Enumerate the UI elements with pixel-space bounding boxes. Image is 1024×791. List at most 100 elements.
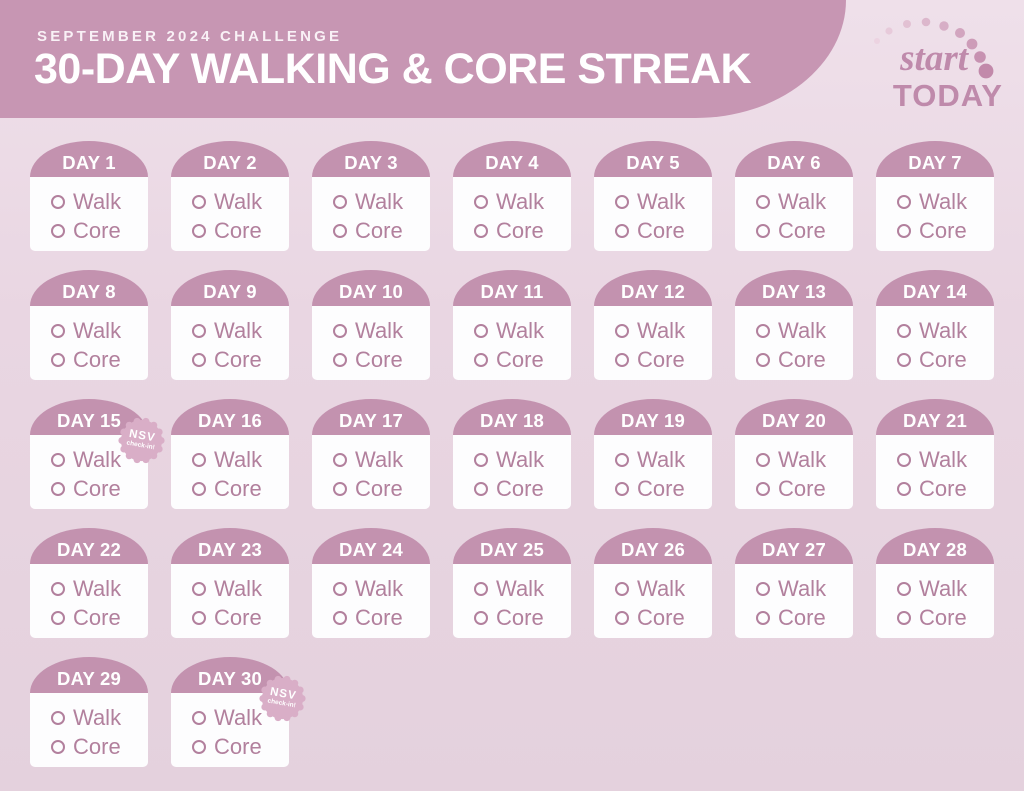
walk-checkbox-icon[interactable] — [897, 324, 911, 338]
core-checkbox-icon[interactable] — [474, 611, 488, 625]
walk-checkbox-icon[interactable] — [474, 582, 488, 596]
walk-checkbox-icon[interactable] — [615, 582, 629, 596]
core-label: Core — [73, 218, 121, 243]
walk-checkbox-icon[interactable] — [333, 582, 347, 596]
core-checkbox-icon[interactable] — [615, 611, 629, 625]
task-row-walk: Walk — [474, 576, 571, 602]
day-label: DAY 29 — [57, 667, 121, 689]
core-checkbox-icon[interactable] — [192, 224, 206, 238]
walk-checkbox-icon[interactable] — [615, 453, 629, 467]
walk-checkbox-icon[interactable] — [51, 324, 65, 338]
walk-label: Walk — [919, 189, 968, 214]
task-row-walk: Walk — [333, 318, 430, 344]
logo-dot-icon — [903, 20, 911, 28]
day-card-body: Walk Core — [453, 177, 571, 251]
walk-checkbox-icon[interactable] — [192, 195, 206, 209]
walk-checkbox-icon[interactable] — [615, 324, 629, 338]
walk-checkbox-icon[interactable] — [333, 453, 347, 467]
day-label: DAY 23 — [198, 538, 262, 560]
logo-dot-icon — [885, 27, 893, 35]
core-checkbox-icon[interactable] — [756, 611, 770, 625]
walk-checkbox-icon[interactable] — [192, 324, 206, 338]
walk-checkbox-icon[interactable] — [897, 582, 911, 596]
core-checkbox-icon[interactable] — [615, 482, 629, 496]
walk-checkbox-icon[interactable] — [51, 195, 65, 209]
logo-today-text: TODAY — [892, 78, 1003, 113]
day-grid: DAY 1 Walk Core DAY 2 Walk Core — [30, 141, 994, 767]
walk-checkbox-icon[interactable] — [333, 195, 347, 209]
core-checkbox-icon[interactable] — [897, 611, 911, 625]
walk-checkbox-icon[interactable] — [897, 195, 911, 209]
core-checkbox-icon[interactable] — [192, 482, 206, 496]
day-label: DAY 22 — [57, 538, 121, 560]
day-label: DAY 2 — [203, 151, 257, 173]
walk-checkbox-icon[interactable] — [756, 195, 770, 209]
walk-checkbox-icon[interactable] — [51, 453, 65, 467]
day-card-body: Walk Core — [876, 435, 994, 509]
core-checkbox-icon[interactable] — [333, 482, 347, 496]
core-checkbox-icon[interactable] — [756, 353, 770, 367]
walk-checkbox-icon[interactable] — [756, 324, 770, 338]
task-row-core: Core — [333, 476, 430, 502]
nsv-badge-scallop-icon — [259, 675, 306, 722]
walk-label: Walk — [355, 318, 404, 343]
walk-checkbox-icon[interactable] — [192, 711, 206, 725]
core-checkbox-icon[interactable] — [756, 224, 770, 238]
day-card-body: Walk Core — [876, 564, 994, 638]
day-card: DAY 15 Walk Core — [30, 399, 165, 509]
task-row-walk: Walk — [756, 576, 853, 602]
core-checkbox-icon[interactable] — [897, 482, 911, 496]
nsv-badge-text: NSV check-in! — [114, 413, 168, 467]
walk-checkbox-icon[interactable] — [615, 195, 629, 209]
core-checkbox-icon[interactable] — [51, 353, 65, 367]
core-checkbox-icon[interactable] — [756, 482, 770, 496]
core-checkbox-icon[interactable] — [51, 224, 65, 238]
walk-checkbox-icon[interactable] — [51, 582, 65, 596]
core-checkbox-icon[interactable] — [192, 611, 206, 625]
day-card-header: DAY 17 — [312, 399, 430, 435]
challenge-kicker: SEPTEMBER 2024 CHALLENGE — [37, 28, 343, 45]
core-checkbox-icon[interactable] — [192, 740, 206, 754]
day-card-header: DAY 3 — [312, 141, 430, 177]
task-row-core: Core — [474, 476, 571, 502]
core-checkbox-icon[interactable] — [51, 482, 65, 496]
core-checkbox-icon[interactable] — [897, 353, 911, 367]
day-card: DAY 25 Walk Core — [453, 528, 571, 638]
core-checkbox-icon[interactable] — [192, 353, 206, 367]
day-card-body: Walk Core — [594, 306, 712, 380]
core-checkbox-icon[interactable] — [615, 353, 629, 367]
core-checkbox-icon[interactable] — [474, 482, 488, 496]
day-card: DAY 6 Walk Core — [735, 141, 853, 251]
task-row-core: Core — [192, 218, 289, 244]
walk-checkbox-icon[interactable] — [192, 582, 206, 596]
walk-checkbox-icon[interactable] — [192, 453, 206, 467]
walk-label: Walk — [637, 318, 686, 343]
core-checkbox-icon[interactable] — [333, 353, 347, 367]
walk-checkbox-icon[interactable] — [474, 195, 488, 209]
core-checkbox-icon[interactable] — [474, 224, 488, 238]
walk-checkbox-icon[interactable] — [333, 324, 347, 338]
walk-checkbox-icon[interactable] — [756, 453, 770, 467]
walk-checkbox-icon[interactable] — [51, 711, 65, 725]
day-label: DAY 7 — [908, 151, 962, 173]
task-row-core: Core — [474, 347, 571, 373]
core-checkbox-icon[interactable] — [51, 611, 65, 625]
day-card-body: Walk Core — [876, 306, 994, 380]
core-checkbox-icon[interactable] — [897, 224, 911, 238]
day-label: DAY 21 — [903, 409, 967, 431]
walk-checkbox-icon[interactable] — [474, 453, 488, 467]
walk-checkbox-icon[interactable] — [897, 453, 911, 467]
core-checkbox-icon[interactable] — [615, 224, 629, 238]
task-row-core: Core — [897, 218, 994, 244]
core-checkbox-icon[interactable] — [51, 740, 65, 754]
core-checkbox-icon[interactable] — [333, 611, 347, 625]
core-checkbox-icon[interactable] — [333, 224, 347, 238]
walk-checkbox-icon[interactable] — [474, 324, 488, 338]
core-checkbox-icon[interactable] — [474, 353, 488, 367]
task-row-walk: Walk — [615, 576, 712, 602]
walk-checkbox-icon[interactable] — [756, 582, 770, 596]
logo-dot-icon — [974, 51, 986, 63]
nsv-badge-text: NSV check-in! — [255, 671, 309, 725]
day-label: DAY 26 — [621, 538, 685, 560]
day-card: DAY 20 Walk Core — [735, 399, 853, 509]
